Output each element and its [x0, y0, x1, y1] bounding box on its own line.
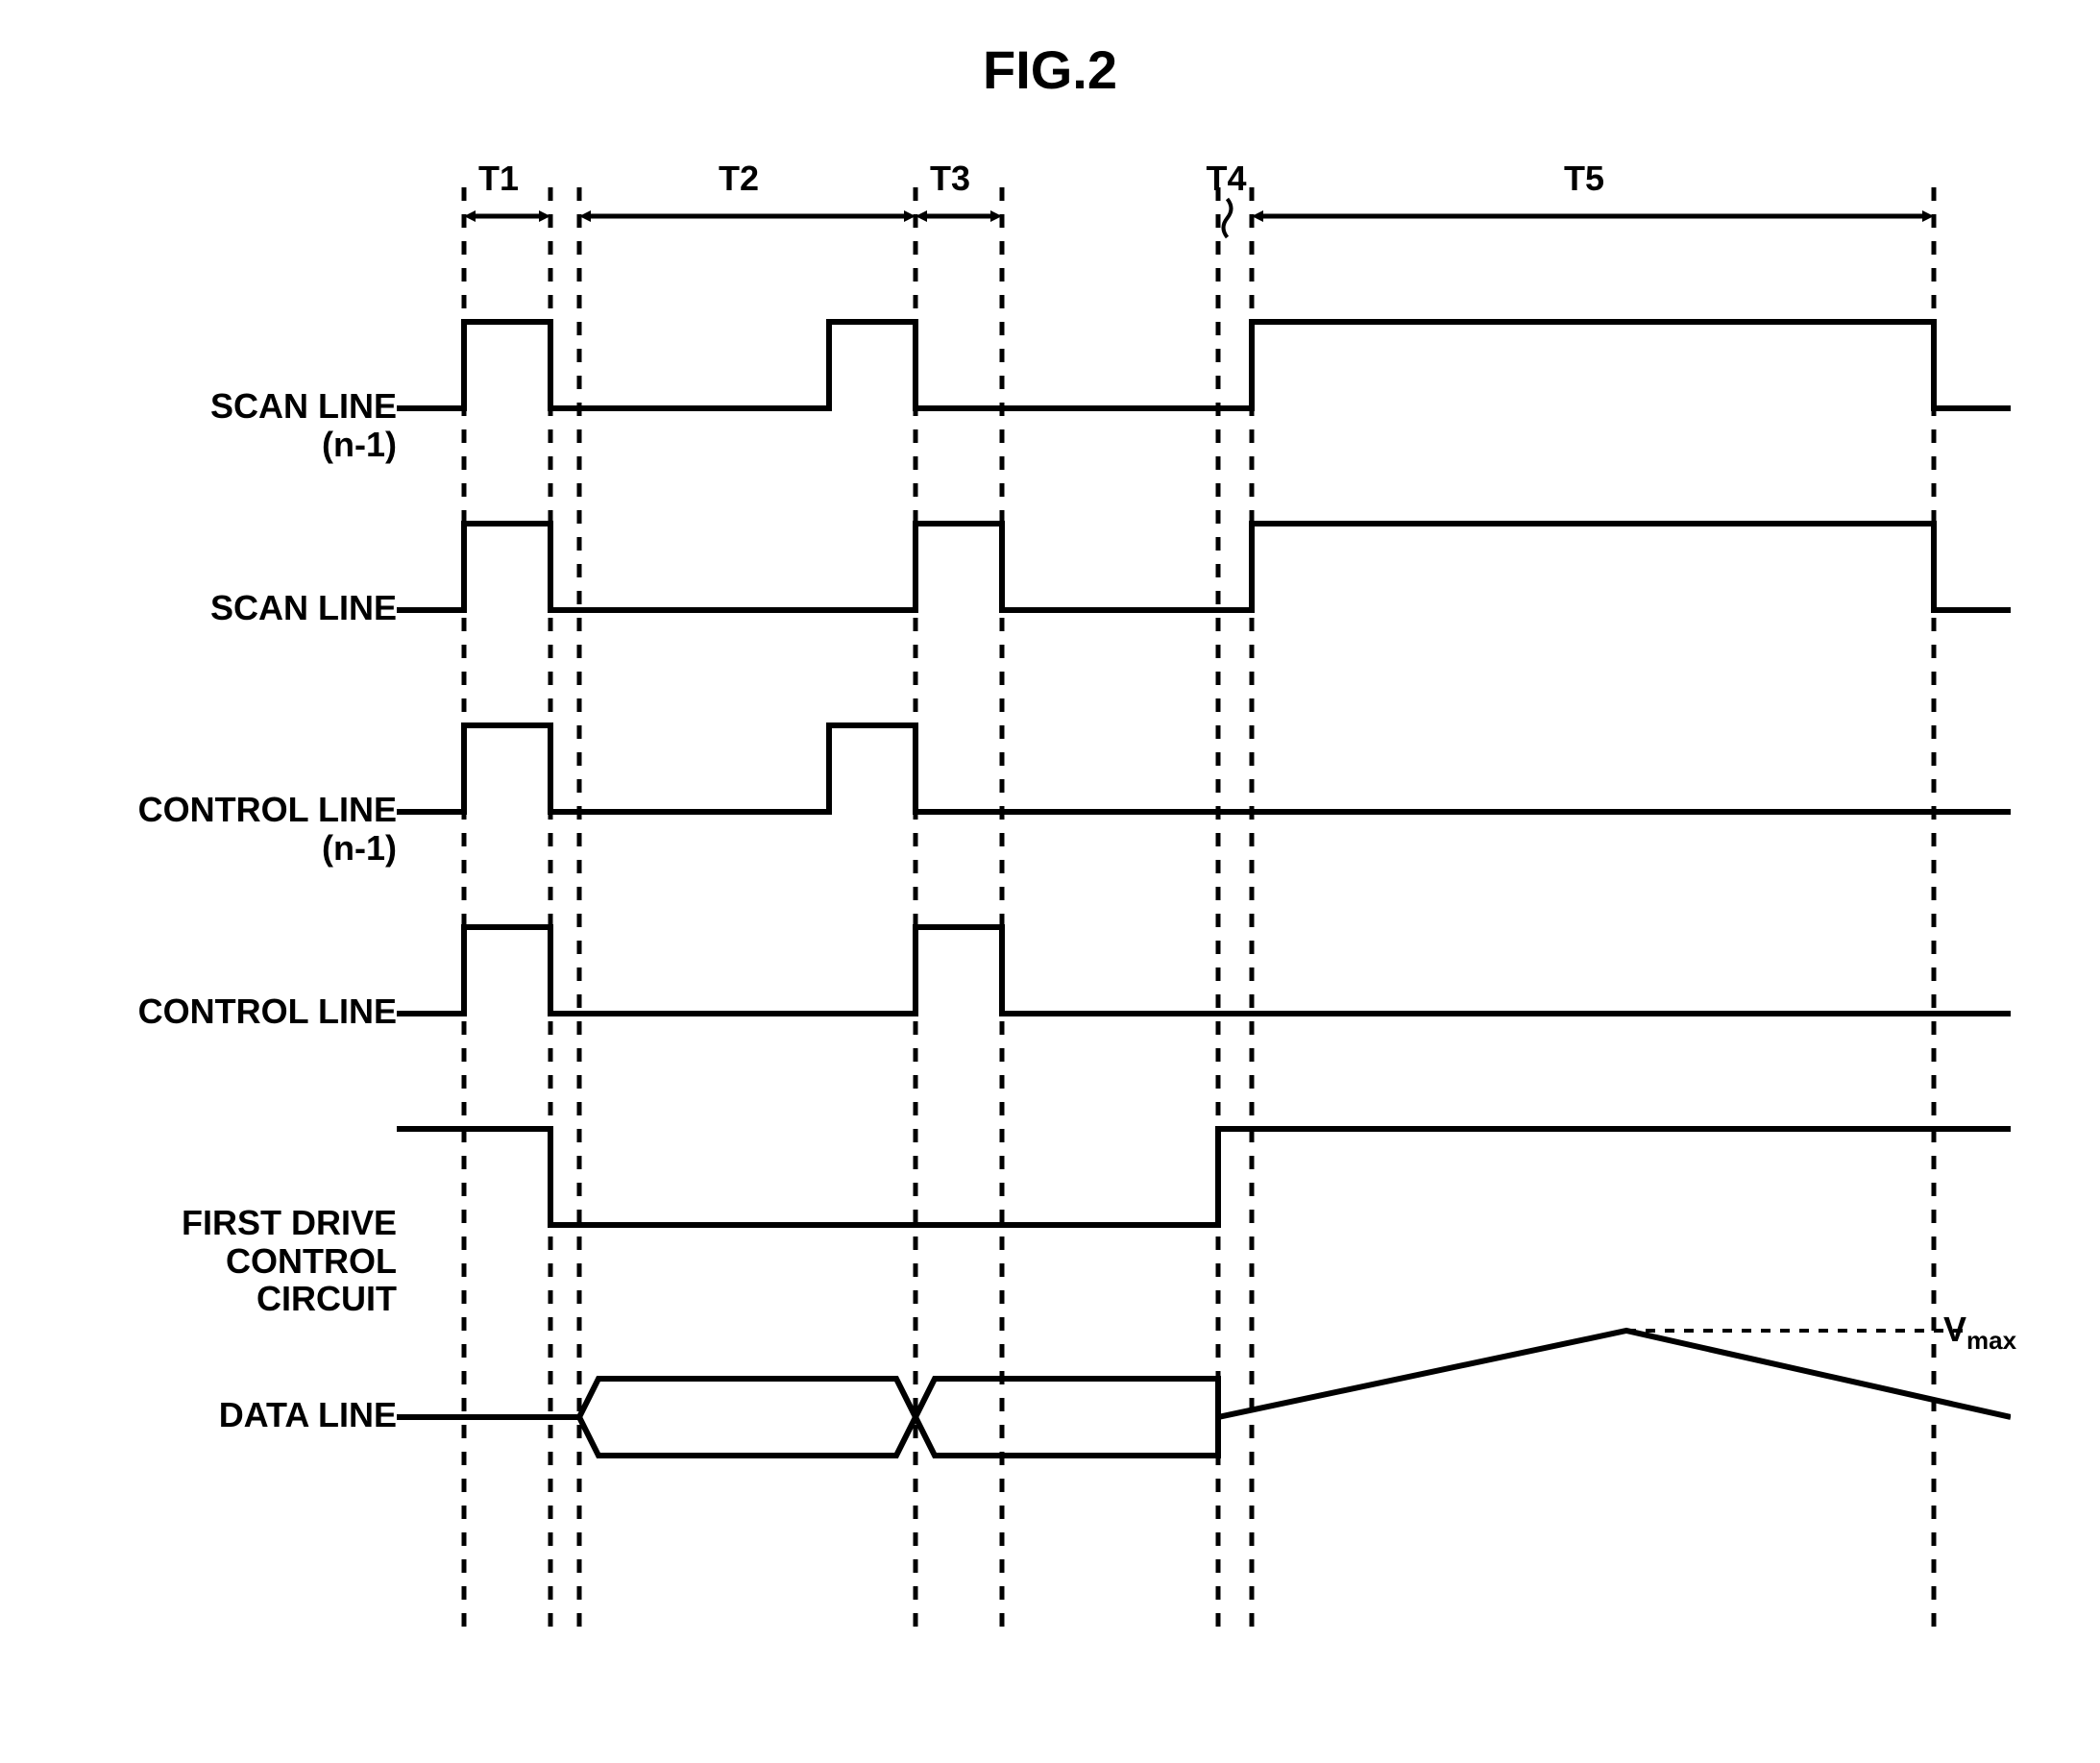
signal-label-control-n: CONTROL LINE: [138, 992, 397, 1031]
interval-label-T4: T4: [1207, 159, 1247, 199]
signal-label-control-n-1: CONTROL LINE (n-1): [138, 791, 397, 867]
signal-label-scan-n-1: SCAN LINE (n-1): [210, 387, 397, 463]
signal-label-first-drive: FIRST DRIVE CONTROL CIRCUIT: [182, 1204, 397, 1318]
interval-label-T1: T1: [478, 159, 519, 199]
interval-label-T5: T5: [1564, 159, 1604, 199]
signal-label-scan-n: SCAN LINE: [210, 589, 397, 627]
interval-label-T3: T3: [930, 159, 970, 199]
timing-diagram: T1 T2 T3 T4 T5 SCAN LINE (n-1) SCAN LINE CONTRO…: [89, 159, 2011, 1696]
signal-label-data-line: DATA LINE: [219, 1396, 397, 1434]
interval-label-T2: T2: [719, 159, 759, 199]
figure-title: FIG.2: [38, 38, 2062, 101]
vmax-label: Vmax: [1943, 1310, 2016, 1356]
